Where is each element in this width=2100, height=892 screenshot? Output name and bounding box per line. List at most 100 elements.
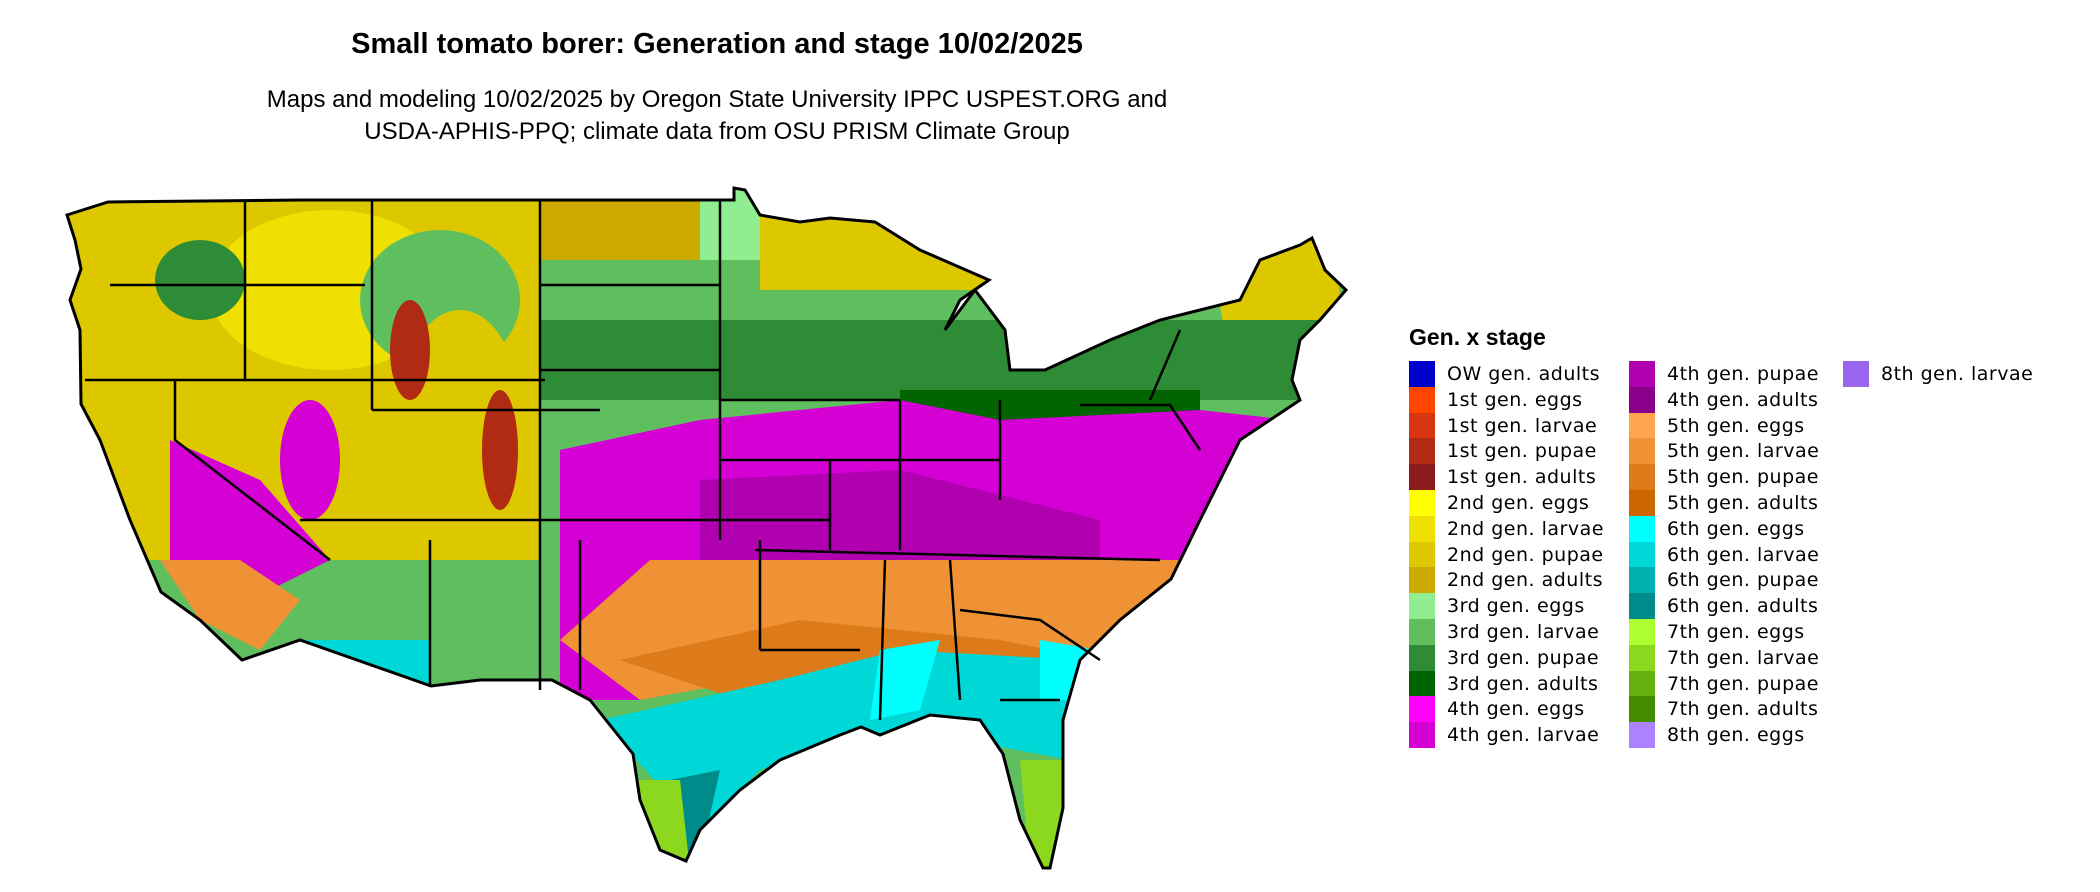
legend-title: Gen. x stage xyxy=(1409,324,1546,350)
legend-swatch xyxy=(1409,412,1435,439)
legend-label: 2nd gen. pupae xyxy=(1447,543,1604,566)
legend-item: 2nd gen. adults xyxy=(1409,567,1603,594)
legend-swatch xyxy=(1629,515,1655,542)
legend-item: 3rd gen. pupae xyxy=(1409,644,1600,671)
legend-label: 7th gen. adults xyxy=(1667,698,1819,721)
legend-item: 7th gen. adults xyxy=(1629,696,1819,723)
legend-swatch xyxy=(1409,722,1435,749)
legend-label: 4th gen. adults xyxy=(1667,388,1819,411)
legend-item: 3rd gen. larvae xyxy=(1409,619,1599,645)
legend-item: 5th gen. eggs xyxy=(1629,412,1805,439)
state-borders xyxy=(85,200,1202,721)
legend-label: 4th gen. larvae xyxy=(1447,724,1600,747)
legend-item: 4th gen. adults xyxy=(1629,386,1819,413)
legend-swatch xyxy=(1409,464,1435,491)
legend-label: 3rd gen. larvae xyxy=(1447,621,1600,643)
legend-item: 7th gen. eggs xyxy=(1629,619,1805,645)
legend-swatch xyxy=(1629,412,1655,439)
legend-label: 6th gen. pupae xyxy=(1667,569,1819,592)
legend-label: 3rd gen. pupae xyxy=(1447,646,1600,669)
legend-label: 4th gen. pupae xyxy=(1667,363,1819,385)
legend-label: 1st gen. adults xyxy=(1447,466,1597,489)
map-title: Small tomato borer: Generation and stage… xyxy=(351,28,1083,60)
legend-item: 6th gen. adults xyxy=(1629,593,1819,620)
legend-item: 2nd gen. larvae xyxy=(1409,515,1604,542)
legend-swatch xyxy=(1629,541,1655,568)
legend-label: 3rd gen. eggs xyxy=(1447,595,1585,618)
legend-item: 2nd gen. pupae xyxy=(1409,541,1604,568)
legend-swatch xyxy=(1409,490,1435,516)
legend-item: 2nd gen. eggs xyxy=(1409,490,1589,516)
legend-swatch xyxy=(1629,644,1655,671)
legend-label: 6th gen. larvae xyxy=(1667,543,1820,566)
legend-swatch xyxy=(1629,490,1655,516)
legend-label: 5th gen. larvae xyxy=(1667,440,1820,463)
legend-label: 8th gen. eggs xyxy=(1667,724,1805,747)
legend-swatch xyxy=(1409,696,1435,723)
legend-swatch xyxy=(1409,567,1435,594)
legend-item: 7th gen. pupae xyxy=(1629,670,1819,697)
legend-swatch xyxy=(1409,361,1435,387)
legend-item: 7th gen. larvae xyxy=(1629,644,1820,671)
legend-label: 1st gen. pupae xyxy=(1447,440,1597,463)
legend-swatch xyxy=(1843,361,1869,387)
legend-swatch xyxy=(1629,593,1655,620)
legend-swatch xyxy=(1629,619,1655,645)
map-subtitle-line1: Maps and modeling 10/02/2025 by Oregon S… xyxy=(266,86,1168,113)
map-subtitle-line2: USDA-APHIS-PPQ; climate data from OSU PR… xyxy=(364,118,1070,145)
legend-swatch xyxy=(1629,722,1655,749)
legend-item: 5th gen. pupae xyxy=(1629,464,1819,491)
legend-label: 3rd gen. adults xyxy=(1447,672,1599,695)
legend-label: 2nd gen. eggs xyxy=(1447,492,1590,514)
legend-swatch xyxy=(1629,438,1655,465)
legend-item: 3rd gen. adults xyxy=(1409,670,1599,697)
legend-swatch xyxy=(1629,386,1655,413)
legend-item: 8th gen. larvae xyxy=(1843,361,2033,387)
legend-swatch xyxy=(1409,438,1435,465)
us-generation-stage-map xyxy=(65,186,1348,870)
legend-item: 5th gen. adults xyxy=(1629,490,1818,516)
legend-swatch xyxy=(1629,696,1655,723)
map-fill xyxy=(67,188,1346,868)
legend-swatch xyxy=(1409,541,1435,568)
legend-label: OW gen. adults xyxy=(1447,363,1601,385)
legend-label: 7th gen. eggs xyxy=(1667,621,1805,643)
legend-label: 4th gen. eggs xyxy=(1447,698,1585,721)
legend-label: 8th gen. larvae xyxy=(1881,363,2034,385)
legend-item: 1st gen. larvae xyxy=(1409,412,1598,439)
legend-swatch xyxy=(1629,670,1655,697)
legend-item: OW gen. adults xyxy=(1409,361,1600,387)
legend-swatch xyxy=(1409,670,1435,697)
legend-swatch xyxy=(1629,361,1655,387)
legend-item: 3rd gen. eggs xyxy=(1409,593,1585,620)
legend-label: 1st gen. eggs xyxy=(1447,388,1583,411)
legend-item: 6th gen. pupae xyxy=(1629,567,1819,594)
legend-item: 6th gen. eggs xyxy=(1629,515,1805,542)
legend-label: 5th gen. adults xyxy=(1667,492,1819,514)
legend-swatch xyxy=(1409,593,1435,620)
legend-swatch xyxy=(1409,619,1435,645)
legend-label: 7th gen. larvae xyxy=(1667,646,1820,669)
legend-item: 4th gen. eggs xyxy=(1409,696,1585,723)
legend-swatch xyxy=(1409,386,1435,413)
legend-item: 1st gen. pupae xyxy=(1409,438,1597,465)
legend-label: 5th gen. pupae xyxy=(1667,466,1819,489)
legend-label: 2nd gen. larvae xyxy=(1447,517,1604,540)
legend-item: 1st gen. adults xyxy=(1409,464,1597,491)
legend-item: 5th gen. larvae xyxy=(1629,438,1820,465)
legend-item: 4th gen. pupae xyxy=(1629,361,1819,387)
legend-swatch xyxy=(1629,464,1655,491)
legend-label: 6th gen. adults xyxy=(1667,595,1819,618)
legend-label: 7th gen. pupae xyxy=(1667,672,1819,695)
legend-item: 8th gen. eggs xyxy=(1629,722,1805,749)
legend-item: 6th gen. larvae xyxy=(1629,541,1820,568)
legend-item: 1st gen. eggs xyxy=(1409,386,1583,413)
legend-label: 2nd gen. adults xyxy=(1447,569,1603,592)
legend-label: 1st gen. larvae xyxy=(1447,414,1598,437)
legend-swatch xyxy=(1409,644,1435,671)
legend-label: 6th gen. eggs xyxy=(1667,517,1805,540)
legend-label: 5th gen. eggs xyxy=(1667,414,1805,437)
legend-item: 4th gen. larvae xyxy=(1409,722,1600,749)
legend-swatch xyxy=(1629,567,1655,594)
legend-swatch xyxy=(1409,515,1435,542)
